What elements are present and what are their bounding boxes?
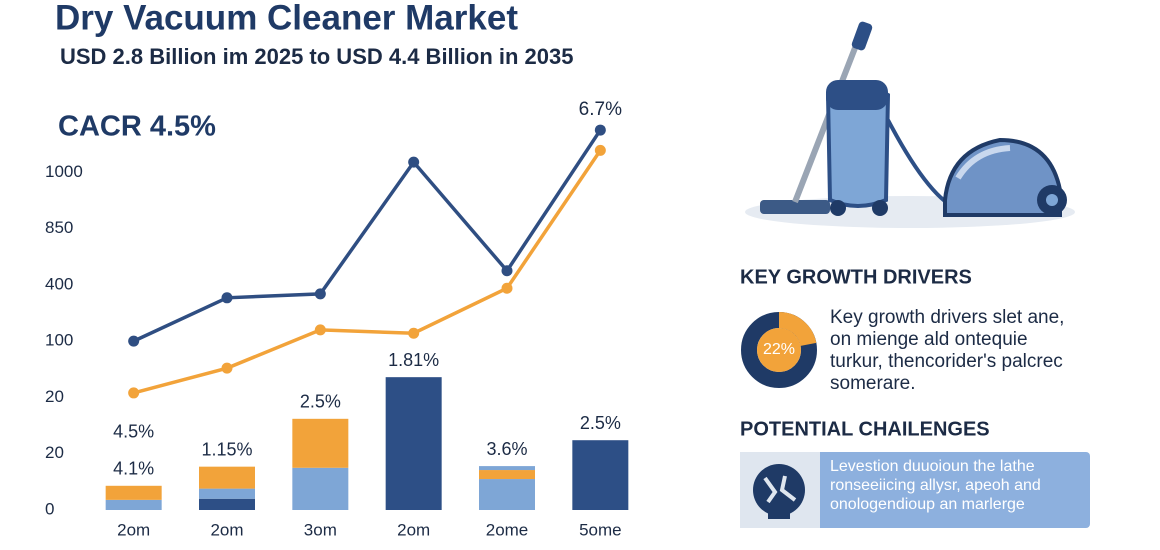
bar-segment [105, 499, 162, 510]
challenges-text: Levestion duuoioun the lathe [830, 458, 1035, 475]
x-tick-label: 2om [117, 520, 150, 539]
challenges-text: ronseeiicing allysr, apeoh and [830, 477, 1041, 494]
bar-label: 2.5% [300, 392, 341, 412]
bar-segment [292, 418, 349, 468]
bar-segment [479, 479, 535, 510]
drivers-text: on mienge ald ontequie [830, 329, 1028, 350]
x-tick-label: 2ome [486, 520, 529, 539]
challenges-heading: POTENTIAL CHAILENGES [740, 418, 990, 440]
challenges-box [740, 452, 1090, 528]
bar-segment [292, 467, 349, 510]
line-point [594, 144, 606, 156]
bar-segment [199, 488, 255, 499]
bar-segment [479, 466, 535, 471]
line-series [133, 149, 602, 395]
y-tick-label: 850 [45, 218, 73, 237]
x-tick-label: 3om [304, 520, 337, 539]
line-point [314, 288, 326, 300]
line-point [501, 282, 513, 294]
y-tick-label: 1000 [45, 162, 83, 181]
line-point [314, 324, 326, 336]
y-tick-label: 0 [45, 499, 54, 518]
challenges-icon [753, 464, 805, 519]
y-tick-label: 20 [45, 387, 64, 406]
challenges-text: onologendioup an marlerge [830, 496, 1025, 513]
drivers-text: somerare. [830, 373, 916, 394]
line-point [594, 124, 606, 136]
vacuum-illustration [745, 21, 1075, 228]
line-point [408, 327, 420, 339]
bar-label: 4.1% [113, 459, 154, 479]
line-point [408, 156, 420, 168]
bar-segment [105, 485, 162, 500]
bar-segment [479, 470, 535, 480]
drivers-heading: KEY GROWTH DRIVERS [740, 266, 972, 288]
x-tick-label: 5ome [579, 520, 622, 539]
donut-segment [778, 312, 817, 347]
bar-segment [199, 498, 255, 510]
bar-label: 2.5% [580, 413, 621, 433]
chart-subtitle: USD 2.8 Billion im 2025 to USD 4.4 Billi… [60, 44, 574, 69]
x-tick-label: 2om [397, 520, 430, 539]
line-series [132, 129, 602, 343]
line-point [128, 387, 140, 399]
line-point [221, 292, 233, 304]
drivers-text: turkur, thencorider's palcrec [830, 351, 1063, 372]
line-end-label: 6.7% [579, 99, 622, 120]
line-point [128, 335, 140, 347]
drivers-text: Key growth drivers slet ane, [830, 307, 1064, 328]
line-point [501, 265, 513, 277]
bar-segment [199, 466, 255, 489]
y-tick-label: 400 [45, 274, 73, 293]
bar-label: 1.15% [201, 439, 252, 459]
x-tick-label: 2om [210, 520, 243, 539]
donut-label: 22% [763, 341, 795, 358]
line-point [221, 362, 233, 374]
bar-label: 1.81% [388, 350, 439, 370]
y-tick-label: 100 [45, 331, 73, 350]
donut-hole [757, 328, 801, 372]
bar-segment [572, 440, 629, 510]
bar-label: 3.6% [486, 439, 527, 459]
bar-label: 4.5% [113, 422, 154, 442]
y-tick-label: 20 [45, 443, 64, 462]
chart-title: Dry Vacuum Cleaner Market [55, 0, 518, 37]
bar-segment [385, 377, 442, 510]
annotation: CACR 4.5% [58, 111, 216, 143]
